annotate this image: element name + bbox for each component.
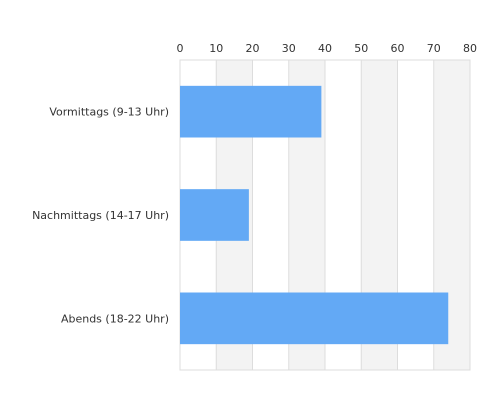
x-tick-label: 10 — [209, 42, 223, 55]
x-axis-ticks: 0 10 20 30 40 50 60 70 80 — [177, 42, 478, 55]
bar — [180, 292, 449, 345]
x-tick-label: 20 — [246, 42, 260, 55]
x-tick-label: 30 — [282, 42, 296, 55]
x-tick-label: 60 — [391, 42, 405, 55]
bar — [180, 85, 322, 138]
category-label: Abends (18-22 Uhr) — [61, 312, 169, 325]
category-labels: Vormittags (9-13 Uhr) Nachmittags (14-17 … — [32, 106, 169, 326]
category-label: Nachmittags (14-17 Uhr) — [32, 209, 169, 222]
bars — [180, 85, 449, 345]
x-tick-label: 40 — [318, 42, 332, 55]
category-label: Vormittags (9-13 Uhr) — [49, 106, 169, 119]
bar — [180, 189, 249, 241]
x-tick-label: 80 — [463, 42, 477, 55]
x-tick-label: 0 — [177, 42, 184, 55]
x-tick-label: 70 — [427, 42, 441, 55]
x-tick-label: 50 — [354, 42, 368, 55]
